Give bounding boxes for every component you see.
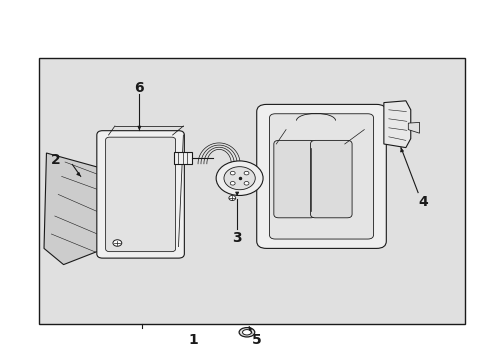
Circle shape — [244, 181, 248, 185]
Text: 6: 6 — [134, 81, 144, 95]
Bar — [173, 152, 192, 164]
Polygon shape — [44, 153, 105, 265]
FancyBboxPatch shape — [310, 140, 351, 218]
Bar — [39, 58, 464, 324]
Circle shape — [244, 171, 248, 175]
FancyBboxPatch shape — [269, 114, 373, 239]
Circle shape — [230, 181, 235, 185]
Ellipse shape — [242, 330, 251, 335]
Text: 1: 1 — [188, 333, 198, 347]
FancyBboxPatch shape — [105, 137, 175, 252]
Circle shape — [230, 171, 235, 175]
Text: 3: 3 — [232, 231, 242, 244]
Circle shape — [216, 161, 263, 195]
FancyBboxPatch shape — [256, 104, 386, 248]
Text: 2: 2 — [51, 153, 61, 167]
Circle shape — [224, 167, 255, 190]
Ellipse shape — [239, 328, 254, 337]
Text: 5: 5 — [251, 333, 261, 347]
Text: 4: 4 — [417, 195, 427, 208]
Polygon shape — [383, 101, 410, 148]
Polygon shape — [407, 122, 419, 133]
Circle shape — [228, 195, 235, 201]
FancyBboxPatch shape — [273, 140, 315, 218]
Circle shape — [113, 240, 122, 246]
FancyBboxPatch shape — [97, 131, 184, 258]
